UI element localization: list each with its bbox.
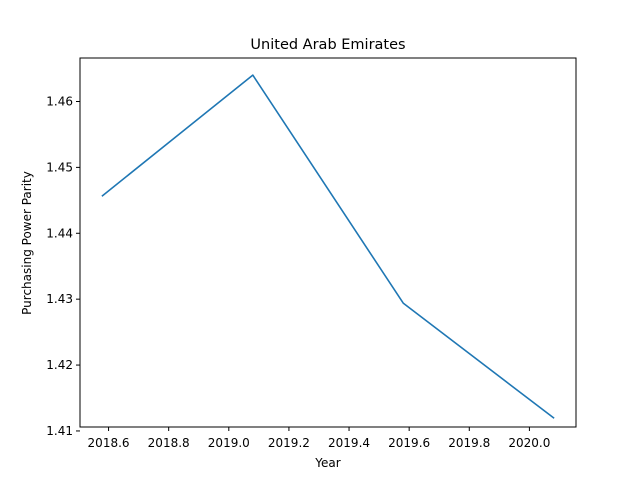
x-tick-label: 2018.8 [148,436,190,450]
x-axis-ticks: 2018.6 2018.8 2019.0 2019.2 2019.4 2019.6 2019… [88,427,550,450]
series-line [101,74,555,419]
y-tick-label: 1.41 [46,424,73,438]
x-axis-label: Year [314,456,340,470]
x-tick-label: 2019.6 [388,436,430,450]
y-axis-ticks: 1.41 1.42 1.43 1.44 1.45 1.46 [46,94,80,438]
x-tick-label: 2019.4 [328,436,370,450]
chart-title: United Arab Emirates [250,37,405,53]
x-tick-label: 2019.2 [268,436,310,450]
y-axis-label: Purchasing Power Parity [20,171,34,315]
x-tick-label: 2019.8 [448,436,490,450]
y-tick-label: 1.43 [46,292,73,306]
x-tick-label: 2018.6 [88,436,130,450]
y-tick-label: 1.46 [46,94,73,108]
x-tick-label: 2020.0 [508,436,550,450]
y-tick-label: 1.45 [46,160,73,174]
plot-frame [79,57,577,428]
y-tick-label: 1.42 [46,358,73,372]
y-tick-label: 1.44 [46,226,73,240]
x-tick-label: 2019.0 [208,436,250,450]
